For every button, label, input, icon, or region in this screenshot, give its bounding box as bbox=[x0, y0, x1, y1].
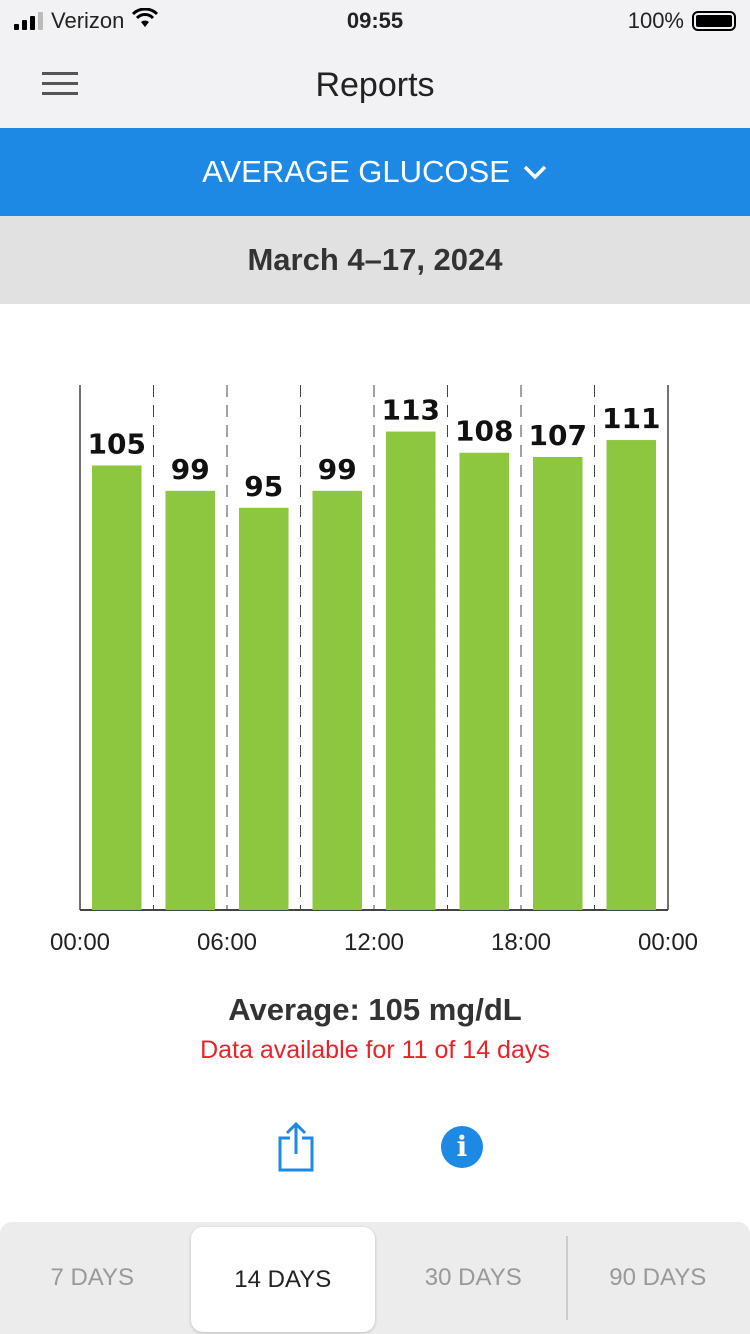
tab-label: 7 DAYS bbox=[50, 1264, 135, 1291]
tab-7-days[interactable]: 7 DAYS bbox=[0, 1222, 185, 1334]
nav-bar: Reports bbox=[0, 40, 750, 128]
wifi-icon bbox=[132, 7, 159, 34]
data-availability: Data available for 11 of 14 days bbox=[200, 1036, 550, 1064]
bar-value-label: 99 bbox=[171, 453, 210, 486]
bar bbox=[386, 431, 436, 910]
tab-14-days[interactable]: 14 DAYS bbox=[190, 1227, 375, 1332]
date-range: March 4–17, 2024 bbox=[0, 216, 750, 304]
bar-value-label: 99 bbox=[318, 453, 357, 486]
tab-label: 14 DAYS bbox=[234, 1265, 332, 1293]
battery-icon bbox=[692, 11, 736, 31]
bar bbox=[606, 440, 656, 910]
divider bbox=[565, 1236, 568, 1320]
x-tick-label: 00:00 bbox=[638, 929, 698, 956]
bar-value-label: 105 bbox=[88, 427, 146, 460]
info-icon: i bbox=[456, 1130, 468, 1163]
share-button[interactable] bbox=[276, 1120, 316, 1177]
clock: 09:55 bbox=[346, 8, 404, 33]
bar bbox=[165, 490, 215, 910]
bar bbox=[92, 465, 142, 910]
info-button[interactable]: i bbox=[441, 1126, 483, 1168]
glucose-bar-chart: 105 99 95 99 113 108 107 111 00:00 06:00 12:00 18:0… bbox=[50, 385, 698, 956]
x-tick-label: 00:00 bbox=[50, 929, 110, 956]
tab-label: 30 DAYS bbox=[424, 1264, 522, 1291]
bar-value-label: 107 bbox=[529, 419, 587, 452]
signal-icon bbox=[14, 12, 43, 30]
x-tick-label: 12:00 bbox=[344, 929, 404, 956]
tab-90-days[interactable]: 90 DAYS bbox=[565, 1222, 750, 1334]
carrier: Verizon bbox=[51, 8, 125, 33]
report-type-dropdown[interactable]: AVERAGE GLUCOSE bbox=[0, 128, 750, 216]
bar bbox=[459, 452, 509, 910]
bar-value-label: 111 bbox=[602, 402, 660, 435]
status-bar: Verizon 09:55 100% bbox=[0, 0, 750, 40]
period-tabs: 7 DAYS 14 DAYS 30 DAYS 90 DAYS bbox=[0, 1222, 750, 1334]
report-type-label: AVERAGE GLUCOSE bbox=[202, 154, 510, 189]
share-icon bbox=[278, 1121, 314, 1172]
page-title: Reports bbox=[315, 66, 435, 104]
bar bbox=[239, 507, 289, 910]
bar-value-label: 108 bbox=[455, 415, 513, 448]
average-glucose: Average: 105 mg/dL bbox=[228, 992, 522, 1027]
tab-label: 90 DAYS bbox=[609, 1264, 707, 1291]
tab-30-days[interactable]: 30 DAYS bbox=[381, 1222, 566, 1334]
hamburger-menu-icon[interactable] bbox=[42, 72, 78, 96]
x-tick-label: 18:00 bbox=[491, 929, 551, 956]
chevron-down-icon bbox=[523, 165, 547, 180]
bar bbox=[533, 456, 583, 910]
bar bbox=[312, 490, 362, 910]
battery-percent: 100% bbox=[627, 8, 684, 33]
bar-value-label: 95 bbox=[244, 470, 283, 503]
bar-value-label: 113 bbox=[382, 394, 440, 427]
x-tick-label: 06:00 bbox=[197, 929, 257, 956]
